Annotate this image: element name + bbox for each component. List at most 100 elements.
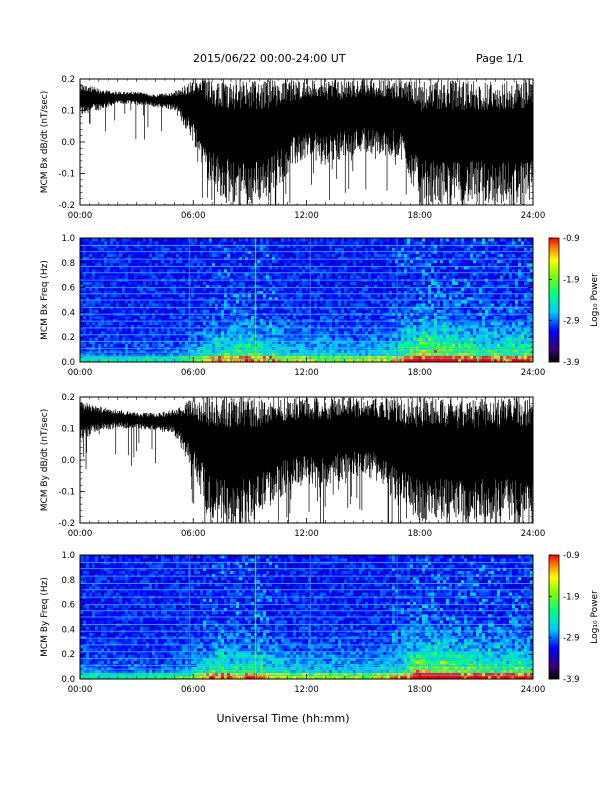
spectrogram-cell: [245, 321, 249, 326]
y-tick-label: 0.0: [61, 138, 75, 148]
spectrogram-cell: [185, 253, 189, 257]
spectrogram-cell: [95, 269, 99, 273]
spectrogram-cell: [209, 324, 213, 329]
spectrogram-cell: [263, 318, 267, 323]
spectrogram-cell: [377, 324, 381, 329]
spectrogram-cell: [173, 262, 177, 267]
spectrogram-cell: [374, 327, 378, 332]
spectrogram-cell: [197, 238, 201, 242]
spectrogram-cell: [224, 331, 228, 335]
spectrogram-cell: [362, 262, 366, 267]
spectrogram-cell: [92, 321, 96, 326]
spectrogram-cell: [275, 318, 279, 323]
spectrogram-cell: [227, 275, 231, 279]
spectrogram-cell: [116, 265, 120, 270]
spectrogram-cell: [170, 250, 174, 254]
spectrogram-cell: [233, 250, 237, 254]
spectrogram-cell: [302, 306, 306, 310]
spectrogram-cell: [119, 349, 123, 354]
spectrogram-cell: [353, 269, 357, 273]
spectrogram-cell: [362, 324, 366, 329]
spectrogram-cell: [278, 269, 282, 273]
spectrogram-cell: [287, 309, 291, 313]
spectrogram-cell: [89, 284, 93, 288]
spectrogram-cell: [128, 321, 132, 326]
spectrogram-cell: [323, 253, 327, 257]
spectrogram-cell: [209, 337, 213, 341]
spectrogram-cell: [86, 262, 90, 267]
spectrogram-cell: [80, 250, 84, 254]
spectrogram-cell: [425, 318, 429, 323]
spectrogram-cell: [101, 287, 105, 292]
spectrogram-cell: [122, 265, 126, 270]
spectrogram-cell: [89, 265, 93, 270]
spectrogram-cell: [353, 293, 357, 298]
spectrogram-cell: [164, 343, 168, 347]
spectrogram-cell: [89, 321, 93, 326]
spectrogram-cell: [191, 303, 195, 307]
spectrogram-cell: [140, 272, 144, 276]
spectrogram-cell: [335, 281, 339, 285]
spectrogram-cell: [404, 281, 408, 285]
spectrogram-cell: [338, 238, 342, 242]
spectrogram-cell: [110, 256, 114, 261]
spectrogram-cell: [164, 300, 168, 304]
spectrogram-cell: [122, 256, 126, 261]
spectrogram-cell: [425, 238, 429, 242]
spectrogram-cell: [365, 281, 369, 285]
spectrogram-cell: [434, 303, 438, 307]
spectrogram-cell: [209, 315, 213, 319]
spectrogram-cell: [377, 318, 381, 323]
spectrogram-cell: [350, 300, 354, 304]
spectrogram-cell: [143, 259, 147, 264]
spectrogram-cell: [434, 318, 438, 323]
spectrogram-cell: [119, 290, 123, 295]
spectrogram-cell: [299, 324, 303, 329]
spectrogram-cell: [152, 331, 156, 335]
spectrogram-cell: [383, 253, 387, 257]
spectrogram-cell: [155, 352, 159, 357]
spectrogram-cell: [416, 321, 420, 326]
spectrogram-cell: [326, 331, 330, 335]
spectrogram-cell: [173, 290, 177, 295]
spectrogram-cell: [272, 315, 276, 319]
spectrogram-cell: [314, 296, 318, 301]
spectrogram-cell: [164, 334, 168, 338]
spectrogram-cell: [365, 349, 369, 354]
spectrogram-cell: [236, 265, 240, 270]
spectrogram-cell: [161, 269, 165, 273]
spectrogram-cell: [176, 247, 180, 251]
spectrogram-cell: [383, 238, 387, 242]
spectrogram-cell: [158, 303, 162, 307]
spectrogram-cell: [386, 250, 390, 254]
spectrogram-cell: [185, 238, 189, 242]
spectrogram-cell: [338, 306, 342, 310]
spectrogram-cell: [407, 343, 411, 347]
spectrogram-cell: [203, 241, 207, 245]
spectrogram-cell: [206, 331, 210, 335]
spectrogram-cell: [89, 244, 93, 248]
spectrogram-cell: [326, 259, 330, 264]
spectrogram-cell: [329, 275, 333, 279]
spectrogram-cell: [194, 250, 198, 254]
spectrogram-cell: [134, 300, 138, 304]
spectrogram-cell: [299, 244, 303, 248]
spectrogram-cell: [401, 256, 405, 261]
spectrogram-cell: [398, 343, 402, 347]
spectrogram-cell: [191, 262, 195, 267]
spectrogram-cell: [104, 247, 108, 251]
spectrogram-cell: [344, 287, 348, 292]
spectrogram-cell: [143, 247, 147, 251]
spectrogram-cell: [389, 244, 393, 248]
spectrogram-cell: [326, 303, 330, 307]
spectrogram-cell: [212, 340, 216, 344]
spectrogram-cell: [428, 238, 432, 242]
spectrogram-cell: [158, 244, 162, 248]
spectrogram-cell: [386, 300, 390, 304]
spectrogram-cell: [329, 250, 333, 254]
spectrogram-cell: [167, 334, 171, 338]
spectrogram-cell: [239, 262, 243, 267]
spectrogram-cell: [245, 324, 249, 329]
spectrogram-cell: [401, 321, 405, 326]
spectrogram-cell: [437, 262, 441, 267]
